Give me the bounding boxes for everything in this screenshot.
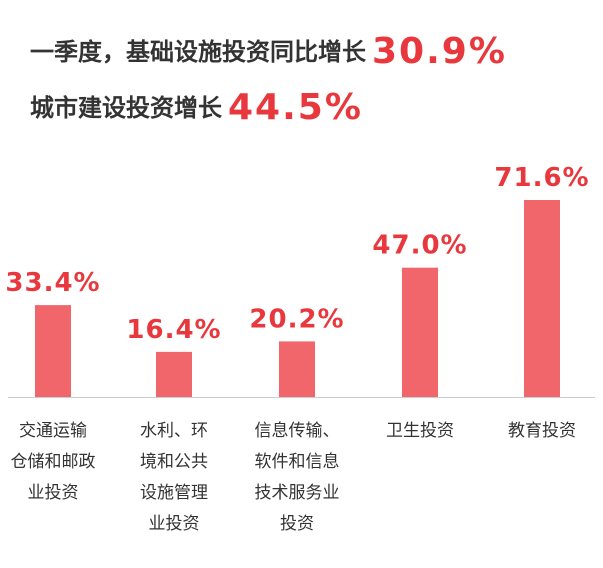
headline-line-1-value: 30.9% — [372, 31, 507, 72]
headline-line-2-value: 44.5% — [228, 87, 363, 128]
category-label-1-line-1: 境和公共 — [140, 452, 208, 472]
category-label-1-line-2: 设施管理 — [140, 483, 208, 503]
category-label-3-line-0: 卫生投资 — [386, 421, 454, 441]
category-label-2-line-1: 软件和信息 — [255, 452, 340, 472]
category-label-0-line-1: 仓储和邮政 — [11, 452, 96, 472]
headline-line-2-text: 城市建设投资增长 — [30, 94, 222, 122]
data-label-2: 20.2% — [249, 304, 344, 334]
category-label-2-line-2: 技术服务业 — [255, 483, 340, 503]
bar-3 — [402, 267, 438, 397]
bar-1 — [156, 351, 192, 397]
bar-0 — [35, 305, 71, 397]
data-label-3: 47.0% — [372, 231, 467, 261]
data-label-1: 16.4% — [126, 315, 221, 345]
category-label-0-line-0: 交通运输 — [19, 421, 87, 441]
category-label-1-line-0: 水利、环 — [140, 421, 208, 441]
headline-line-1-text: 一季度，基础设施投资同比增长 — [30, 38, 366, 66]
category-label-0-line-2: 业投资 — [28, 483, 79, 503]
data-label-0: 33.4% — [5, 268, 100, 298]
headline-line-2: 城市建设投资增长 44.5% — [30, 90, 363, 126]
category-label-4-line-0: 教育投资 — [508, 421, 576, 441]
category-label-2-line-3: 投资 — [280, 514, 314, 534]
category-label-1-line-3: 业投资 — [149, 514, 200, 534]
data-label-4: 71.6% — [494, 163, 589, 193]
bar-4 — [524, 200, 560, 397]
bar-2 — [279, 341, 315, 397]
category-label-2-line-0: 信息传输、 — [255, 421, 340, 441]
headline-line-1: 一季度，基础设施投资同比增长 30.9% — [30, 34, 507, 70]
